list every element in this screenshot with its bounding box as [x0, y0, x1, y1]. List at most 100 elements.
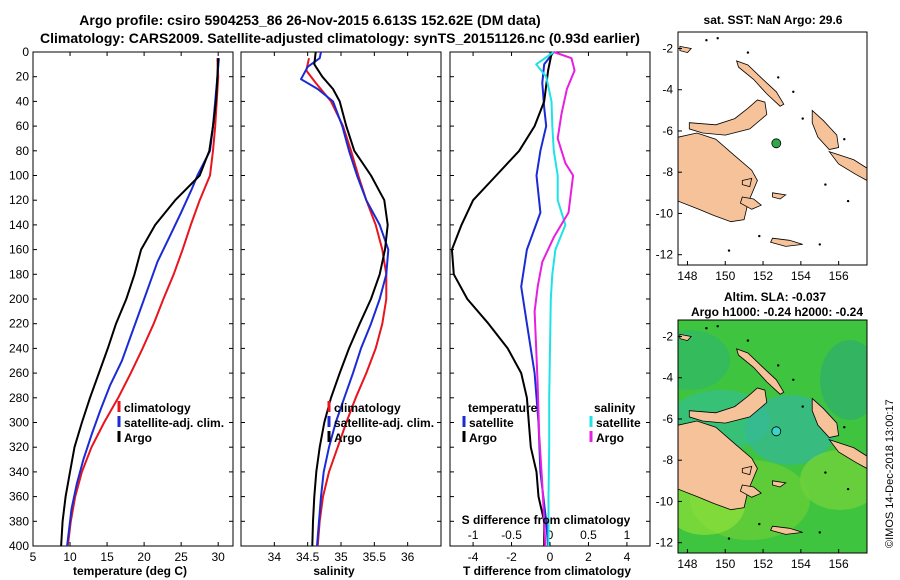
series-satellite-adj-clim-: [300, 51, 390, 547]
s-diff-axis-label: S difference from climatology: [462, 513, 631, 527]
sal-legend-argo-label: Argo: [334, 431, 362, 445]
t-diff-axis-label: T difference from climatology: [463, 564, 631, 578]
x-tick-label: 15: [100, 550, 114, 564]
islet: [824, 183, 827, 186]
land-new-britain: [688, 387, 768, 424]
map-x-tick-label: 152: [753, 557, 773, 571]
islet: [746, 51, 750, 54]
map-content: [678, 320, 867, 553]
diff-legend-sal-title: salinity: [594, 401, 636, 415]
land-woodlark: [772, 192, 787, 200]
x-tick-label: -2: [506, 550, 517, 564]
x-tick-label: 35: [334, 550, 348, 564]
x-tick-label: 5: [30, 550, 37, 564]
x-tick-label: 4: [624, 550, 631, 564]
x-tick-label: 34.5: [296, 550, 320, 564]
s-diff-tick-label: -0.5: [501, 528, 522, 542]
header-line1: Argo profile: csiro 5904253_86 26-Nov-20…: [79, 12, 540, 28]
x-tick-label: 25: [174, 550, 188, 564]
x-tick-label: 2: [585, 550, 592, 564]
diff-legend-ssat-label: satellite: [596, 416, 641, 430]
temperature-plot: 0 20 40 60 80 100 120 140 160 180 200 220 240 260 280 3…: [9, 45, 233, 564]
land-papuan-islands: [739, 196, 762, 210]
depth-tick-label: 40: [16, 94, 30, 108]
sst-map-title: sat. SST: NaN Argo: 29.6: [704, 13, 843, 27]
legend-sat-label: satellite-adj. clim.: [124, 416, 224, 430]
s-diff-tick-label: 1: [624, 528, 631, 542]
diff-legend-tsat-label: satellite: [469, 416, 514, 430]
islet: [818, 243, 821, 246]
depth-tick-label: 60: [16, 119, 30, 133]
map-frame: [677, 31, 868, 266]
map-frame: [677, 319, 868, 554]
land-new-britain: [688, 99, 768, 136]
map-x-tick-label: 148: [677, 557, 697, 571]
land-louisiade: [770, 237, 803, 247]
salinity-axis-label: salinity: [313, 564, 355, 578]
series-t-argo: [450, 51, 553, 546]
altimetry-map: 148 150 152 154 156 -2 -4 -6 -8 -10 -12: [656, 319, 868, 571]
series-argo: [60, 58, 220, 547]
depth-tick-label: 100: [9, 169, 29, 183]
depth-tick-label: 0: [22, 45, 29, 59]
salinity-legend: climatology satellite-adj. clim. Argo: [327, 401, 434, 445]
series-s-satellite: [535, 51, 567, 546]
islet: [727, 537, 731, 540]
map-content: [678, 32, 867, 265]
islet: [727, 249, 731, 252]
islet: [705, 39, 708, 42]
islet: [777, 76, 780, 79]
s-diff-tick-label: 0: [547, 528, 554, 542]
map-y-tick-label: -12: [656, 536, 674, 550]
islet: [801, 405, 804, 408]
sla-anomaly-patch: [820, 340, 867, 420]
depth-tick-label: 240: [9, 341, 29, 355]
islet: [716, 325, 719, 328]
islet: [846, 199, 850, 203]
x-tick-label: 34: [268, 550, 282, 564]
islet: [824, 471, 827, 474]
islet: [777, 364, 780, 367]
x-tick-label: 0: [547, 550, 554, 564]
sal-legend-clim-label: climatology: [334, 401, 401, 415]
depth-tick-label: 140: [9, 218, 29, 232]
map-x-tick-label: 156: [829, 557, 849, 571]
map-y-tick-label: -6: [662, 124, 673, 138]
argo-position-marker: [771, 138, 782, 149]
land-woodlark: [772, 480, 787, 488]
x-tick-label: 20: [137, 550, 151, 564]
legend-clim-label: climatology: [124, 401, 191, 415]
land-bougainville: [811, 109, 840, 150]
depth-tick-label: 180: [9, 267, 29, 281]
map-y-tick-label: -8: [662, 165, 673, 179]
islet: [792, 90, 795, 94]
map-x-tick-label: 154: [791, 269, 811, 283]
depth-tick-label: 300: [9, 416, 29, 430]
islet: [792, 378, 795, 381]
s-diff-tick-label: -1: [468, 528, 479, 542]
argo-position-marker: [771, 426, 782, 437]
altim-map-title2: Argo h1000: -0.24 h2000: -0.24: [691, 305, 863, 319]
watermark: ©IMOS 14-Dec-2018 13:00:17: [884, 399, 896, 548]
islet: [801, 117, 804, 120]
x-tick-label: 36: [401, 550, 415, 564]
map-y-tick-label: -8: [662, 453, 673, 467]
depth-tick-label: 280: [9, 391, 29, 405]
salinity-plot: 34 34.5 35 35.5 36: [241, 51, 441, 564]
map-y-tick-label: -10: [656, 494, 674, 508]
altim-map-title1: Altim. SLA: -0.037: [724, 290, 826, 304]
land-new-ireland: [735, 348, 785, 395]
map-x-tick-label: 150: [715, 269, 735, 283]
land-louisiade: [770, 525, 803, 535]
map-y-tick-label: -6: [662, 412, 673, 426]
map-y-tick-label: -2: [662, 329, 673, 343]
s-diff-tick-label: 0.5: [580, 528, 597, 542]
map-x-tick-label: 154: [791, 557, 811, 571]
islet: [705, 327, 708, 330]
x-tick-label: 35.5: [363, 550, 387, 564]
islet: [843, 138, 846, 141]
diff-legend-targo-label: Argo: [469, 431, 497, 445]
legend-argo-label: Argo: [124, 431, 152, 445]
map-y-tick-label: -12: [656, 248, 674, 262]
